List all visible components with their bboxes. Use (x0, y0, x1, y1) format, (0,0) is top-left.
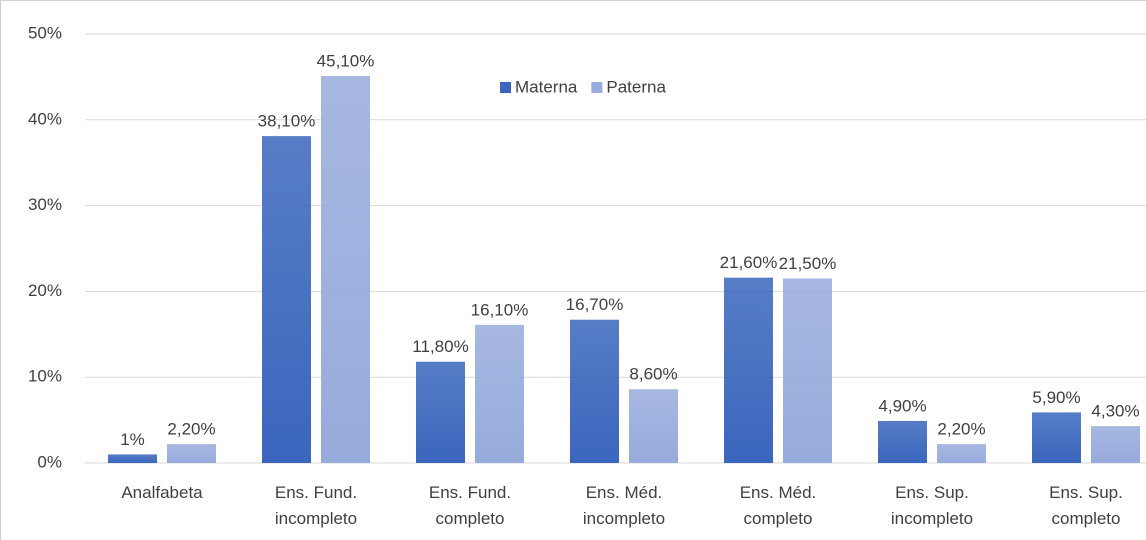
value-label: 45,10% (317, 52, 375, 71)
y-tick-label: 50% (28, 23, 62, 42)
x-tick-label: Ens. Fund. completo (429, 483, 511, 528)
value-label: 2,20% (937, 420, 985, 439)
bar (783, 278, 832, 463)
label-line: incompleto (891, 509, 973, 528)
label-line: Ens. Méd. (740, 483, 817, 502)
bar (724, 277, 773, 463)
bar (262, 136, 311, 464)
x-tick-label: Ens. Méd. incompleto (583, 483, 665, 528)
value-label: 16,70% (566, 295, 624, 314)
y-tick-label: 40% (28, 109, 62, 128)
bar (878, 420, 927, 463)
label-line: Ens. Méd. (586, 483, 663, 502)
legend-label: Materna (515, 77, 578, 96)
bar (108, 454, 157, 463)
label-line: completo (744, 509, 813, 528)
y-tick-label: 10% (28, 367, 62, 386)
y-tick-label: 30% (28, 195, 62, 214)
value-label: 5,90% (1032, 388, 1080, 407)
value-label: 21,60% (720, 253, 778, 272)
bar (937, 444, 986, 463)
label-line: completo (1052, 509, 1121, 528)
value-label: 1% (120, 430, 145, 449)
value-label: 11,80% (412, 337, 468, 356)
value-label: 4,30% (1091, 402, 1139, 421)
legend-swatch (500, 82, 511, 93)
bar (1032, 412, 1081, 463)
value-label: 2,20% (167, 420, 215, 439)
x-tick-label: Ens. Méd. completo (740, 483, 817, 528)
label-line: incompleto (583, 509, 665, 528)
legend-label: Paterna (606, 77, 666, 96)
bar (167, 444, 216, 463)
bar (321, 76, 370, 464)
label-line: Ens. Fund. (275, 483, 357, 502)
x-tick-label: Analfabeta (121, 483, 203, 502)
bar (629, 389, 678, 463)
value-label: 16,10% (471, 300, 529, 319)
label-line: Ens. Fund. (429, 483, 511, 502)
bar (416, 361, 465, 463)
value-label: 8,60% (629, 365, 677, 384)
value-label: 21,50% (779, 254, 837, 273)
value-label: 38,10% (258, 112, 316, 131)
label-line: incompleto (275, 509, 357, 528)
x-tick-label: Ens. Sup. incompleto (891, 483, 973, 528)
y-tick-label: 20% (28, 281, 62, 300)
x-tick-label: Ens. Sup. completo (1049, 483, 1123, 528)
value-label: 4,90% (878, 396, 926, 415)
bar (1091, 426, 1140, 463)
y-tick-label: 0% (37, 452, 62, 471)
bar (475, 324, 524, 463)
legend-swatch (591, 82, 603, 93)
label-line: Ens. Sup. (895, 483, 969, 502)
x-tick-label: Ens. Fund. incompleto (275, 483, 357, 528)
label-line: Analfabeta (121, 483, 203, 502)
label-line: Ens. Sup. (1049, 483, 1123, 502)
bar (570, 319, 619, 463)
label-line: completo (436, 509, 505, 528)
